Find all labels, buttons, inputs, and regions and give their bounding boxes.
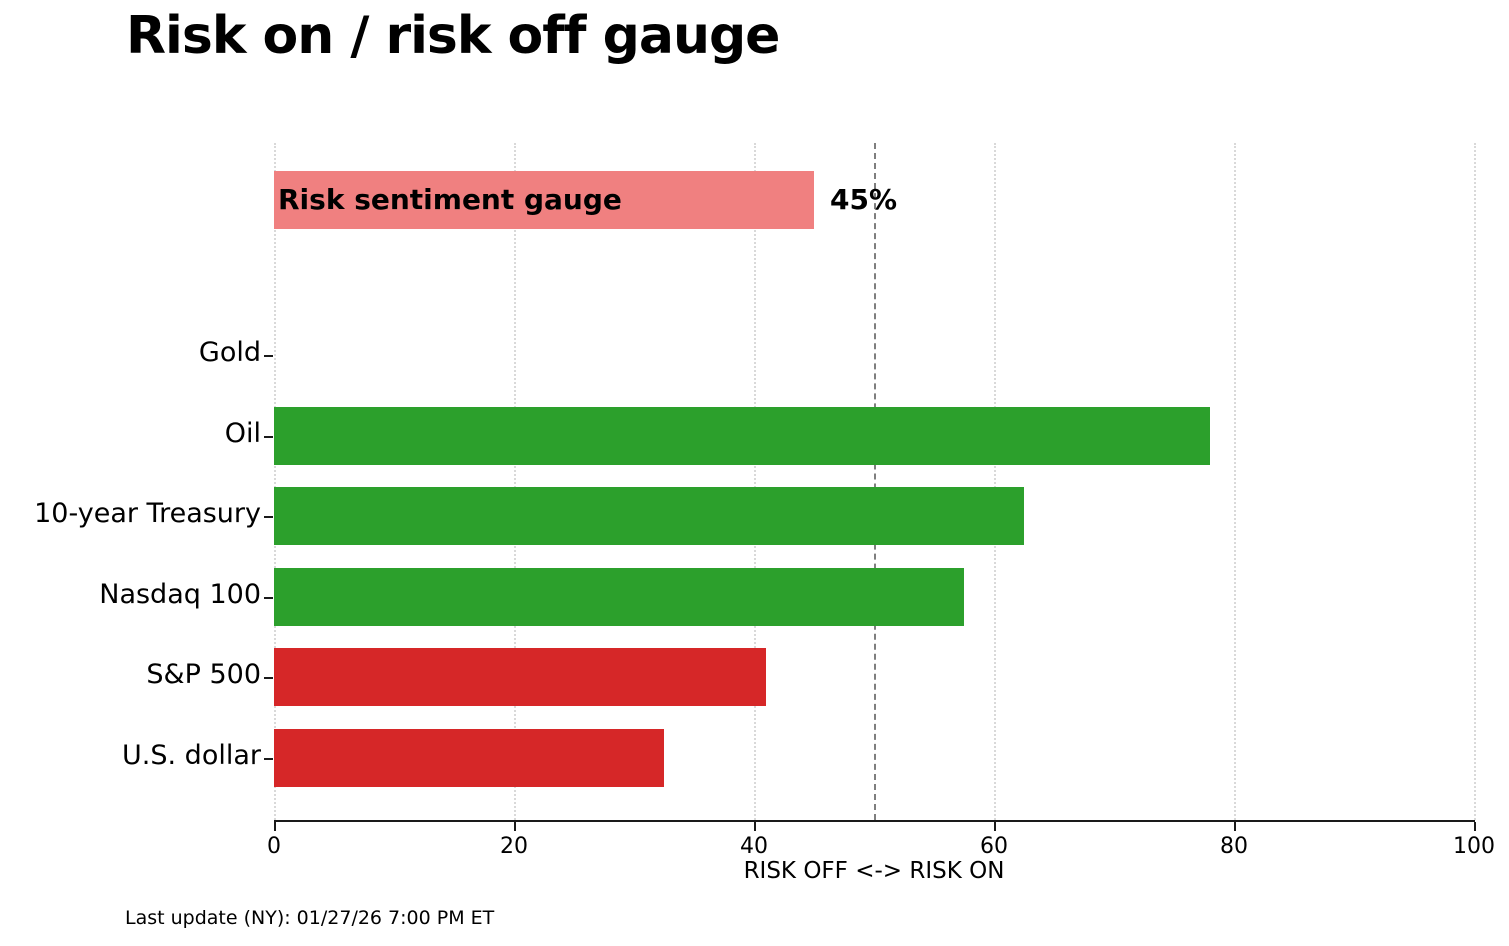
x-axis-line <box>274 820 1475 822</box>
x-tick-100 <box>1474 822 1476 831</box>
y-tick-2 <box>264 516 273 518</box>
x-tick-80 <box>1234 822 1236 831</box>
gauge-bar-label: Risk sentiment gauge <box>278 182 622 216</box>
y-cat-label-0: Gold <box>198 337 261 368</box>
bar-oil <box>274 406 1210 465</box>
x-tick-label-80: 80 <box>1220 834 1248 859</box>
bar-s-p-500 <box>274 648 766 706</box>
x-tick-label-0: 0 <box>267 834 281 859</box>
y-tick-0 <box>264 355 273 357</box>
y-cat-label-2: 10-year Treasury <box>34 498 261 529</box>
bar-u-s-dollar <box>274 728 664 787</box>
x-tick-40 <box>754 822 756 831</box>
gridline-20 <box>514 143 516 820</box>
bar-10-year-treasury <box>274 487 1024 545</box>
gridline-100 <box>1474 143 1476 820</box>
gridline-40 <box>754 143 756 820</box>
y-tick-3 <box>264 596 273 599</box>
x-tick-label-20: 20 <box>500 834 528 859</box>
y-cat-label-5: U.S. dollar <box>122 739 261 771</box>
x-tick-20 <box>514 822 516 831</box>
chart-title: Risk on / risk off gauge <box>126 6 780 66</box>
x-axis-title: RISK OFF <-> RISK ON <box>743 858 1005 884</box>
x-tick-label-40: 40 <box>740 834 768 859</box>
last-update-note: Last update (NY): 01/27/26 7:00 PM ET <box>125 907 495 929</box>
gridline-60 <box>994 143 996 820</box>
gridline-80 <box>1234 143 1236 820</box>
gauge-bar: Risk sentiment gauge <box>274 171 814 229</box>
y-cat-label-3: Nasdaq 100 <box>99 578 261 610</box>
x-tick-60 <box>994 822 996 831</box>
x-tick-label-60: 60 <box>980 834 1008 859</box>
x-tick-label-100: 100 <box>1453 834 1495 859</box>
x-tick-0 <box>274 822 276 831</box>
gridline-0 <box>274 143 276 820</box>
y-tick-5 <box>264 757 273 760</box>
gauge-value-label: 45% <box>830 182 898 216</box>
bar-nasdaq-100 <box>274 567 964 626</box>
y-tick-4 <box>264 677 273 679</box>
threshold-line-50 <box>874 143 876 820</box>
y-cat-label-1: Oil <box>224 417 261 449</box>
y-tick-1 <box>264 435 273 438</box>
y-cat-label-4: S&P 500 <box>146 659 261 690</box>
plot-area: Risk sentiment gauge 45% <box>274 143 1476 820</box>
